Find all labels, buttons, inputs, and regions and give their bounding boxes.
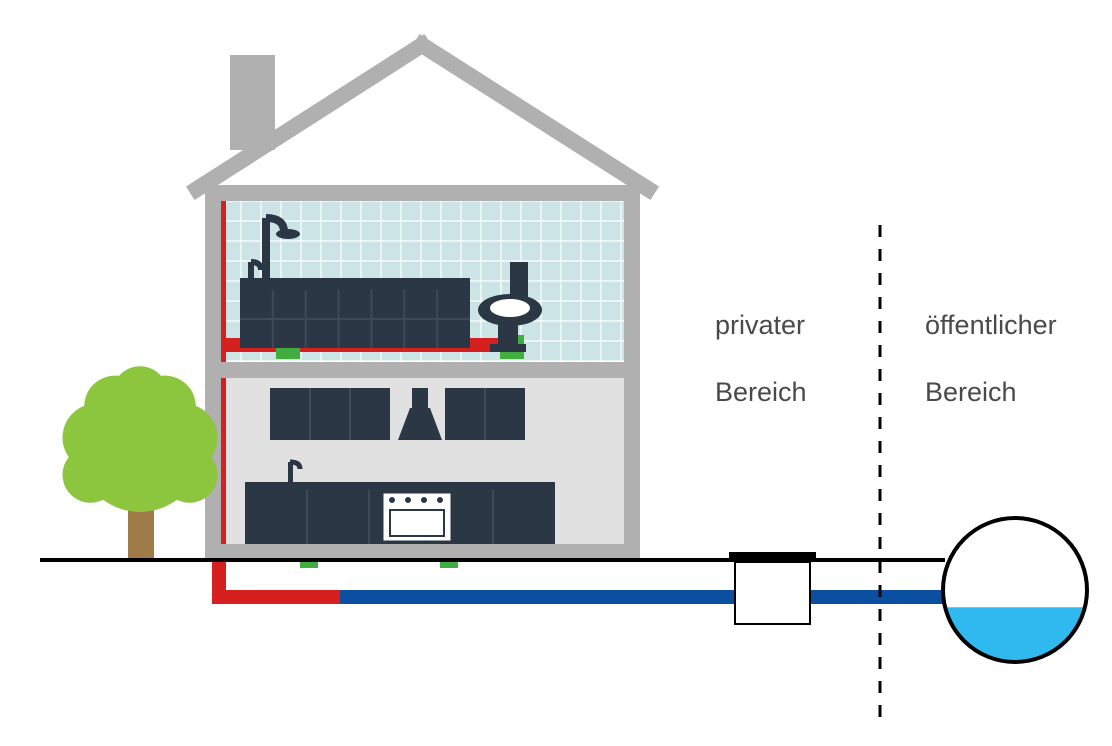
label-public-area: öffentlicher Bereich — [910, 275, 1057, 410]
label-private-area: privater Bereich — [700, 275, 807, 410]
